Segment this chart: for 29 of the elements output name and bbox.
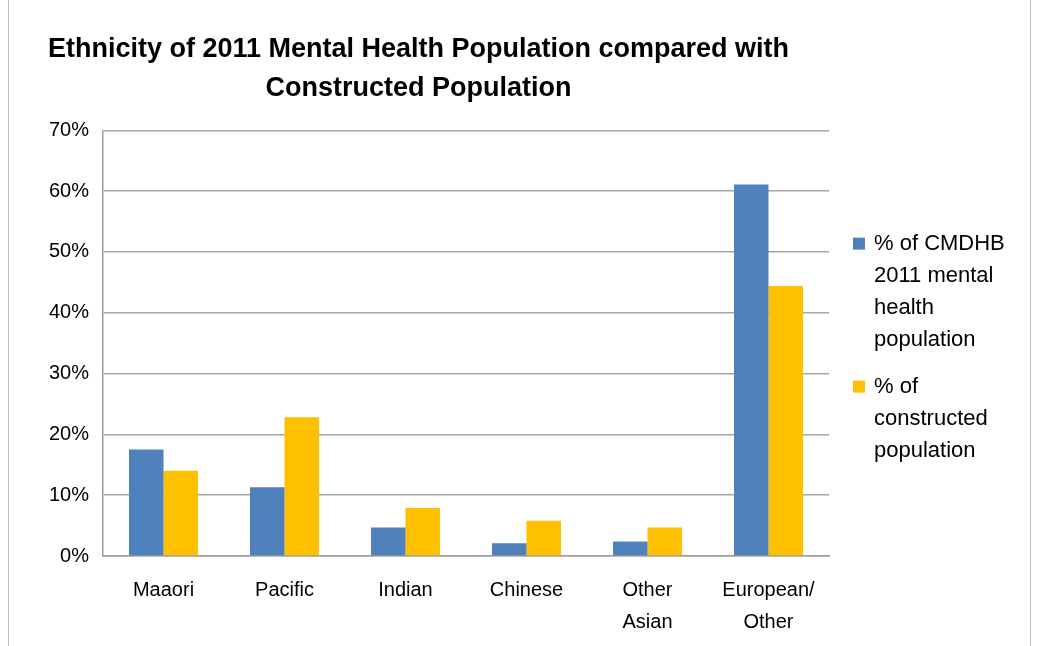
bar xyxy=(250,487,285,556)
legend-label: % of CMDHB 2011 mental health population xyxy=(874,229,1005,351)
y-tick-label: 40% xyxy=(48,300,90,323)
y-tick-label: 20% xyxy=(48,421,90,444)
x-tick-label: Pacific xyxy=(255,577,314,600)
x-tick-label: Chinese xyxy=(489,577,564,600)
bar xyxy=(405,507,440,556)
bar xyxy=(647,527,682,556)
bar xyxy=(371,527,406,556)
bar xyxy=(284,417,319,556)
bar xyxy=(492,543,527,556)
y-tick-label: 10% xyxy=(48,482,90,505)
y-tick-label: 0% xyxy=(60,543,90,566)
x-tick-label: Indian xyxy=(378,577,433,600)
y-tick-label: 30% xyxy=(48,361,90,384)
y-tick-label: 50% xyxy=(48,239,90,262)
bar xyxy=(613,541,648,556)
x-tick-label: Maaori xyxy=(132,577,195,600)
y-tick-label: 70% xyxy=(48,117,90,140)
bar xyxy=(526,520,561,556)
legend-label: % of constructed population xyxy=(874,372,988,462)
bar xyxy=(768,285,803,556)
x-tick-label: European/ Other xyxy=(722,577,816,632)
chart-title: Ethnicity of 2011 Mental Health Population compared with Constructed Population xyxy=(47,33,790,103)
y-tick-label: 60% xyxy=(48,178,90,201)
bar xyxy=(734,184,769,556)
bar xyxy=(163,470,198,556)
x-tick-label: Other Asian xyxy=(622,577,673,632)
bar xyxy=(129,449,164,556)
